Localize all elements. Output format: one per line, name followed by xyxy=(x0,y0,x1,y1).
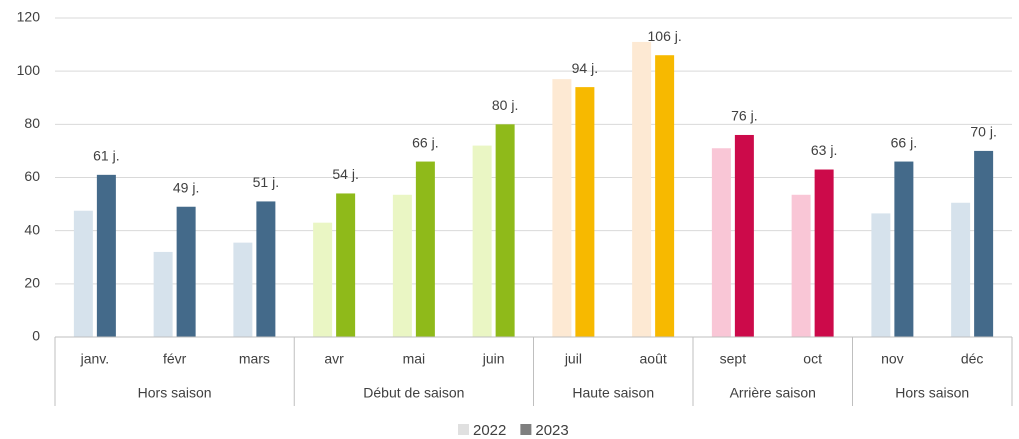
x-tick-label: mars xyxy=(239,351,270,367)
bar xyxy=(632,41,652,338)
bar xyxy=(256,201,276,337)
legend-swatch xyxy=(520,424,532,435)
y-tick-label: 40 xyxy=(24,221,40,237)
x-tick-label: juin xyxy=(482,351,505,367)
y-tick-label: 20 xyxy=(24,275,40,291)
legend-label: 2022 xyxy=(473,422,506,439)
bar xyxy=(73,210,93,337)
legend-swatch xyxy=(458,424,469,435)
x-tick-label: août xyxy=(640,351,667,367)
x-tick-label: juil xyxy=(564,351,582,367)
bar xyxy=(711,148,731,337)
data-label: 80 j. xyxy=(492,97,518,113)
group-label: Hors saison xyxy=(895,385,969,401)
bar xyxy=(791,194,811,337)
data-label: 61 j. xyxy=(93,148,119,164)
x-tick-label: oct xyxy=(803,351,822,367)
bar xyxy=(392,194,412,337)
x-tick-label: févr xyxy=(163,351,187,367)
y-tick-label: 80 xyxy=(24,115,40,131)
bar xyxy=(176,206,196,337)
data-label: 63 j. xyxy=(811,142,837,158)
bar xyxy=(96,174,116,337)
data-label: 66 j. xyxy=(412,134,438,150)
bar xyxy=(233,242,253,337)
y-tick-label: 60 xyxy=(24,168,40,184)
bar xyxy=(552,79,572,338)
data-label: 49 j. xyxy=(173,179,199,195)
group-label: Arrière saison xyxy=(730,385,816,401)
y-tick-label: 120 xyxy=(17,9,41,25)
x-tick-label: avr xyxy=(324,351,344,367)
y-tick-label: 0 xyxy=(32,328,40,344)
x-tick-label: déc xyxy=(961,351,984,367)
bar xyxy=(655,55,675,337)
bar xyxy=(894,161,914,337)
data-label: 94 j. xyxy=(572,60,598,76)
x-tick-label: mai xyxy=(403,351,426,367)
data-label: 66 j. xyxy=(891,134,917,150)
bar xyxy=(575,87,595,337)
legend-label: 2023 xyxy=(535,422,568,439)
bar xyxy=(871,213,891,337)
x-tick-label: janv. xyxy=(80,351,110,367)
y-tick-label: 100 xyxy=(17,62,41,78)
x-tick-label: nov xyxy=(881,351,904,367)
data-label: 70 j. xyxy=(970,124,996,140)
data-label: 76 j. xyxy=(731,108,757,124)
x-tick-label: sept xyxy=(720,351,747,367)
bar xyxy=(313,222,333,337)
bar xyxy=(153,251,173,337)
bar xyxy=(415,161,435,337)
data-label: 106 j. xyxy=(648,28,682,44)
group-label: Haute saison xyxy=(572,385,654,401)
bar xyxy=(472,145,492,337)
bar xyxy=(974,150,994,337)
bar xyxy=(951,202,971,337)
bar xyxy=(336,193,356,337)
group-label: Hors saison xyxy=(138,385,212,401)
bar xyxy=(734,134,754,337)
bar xyxy=(814,169,834,337)
bar xyxy=(495,124,515,337)
data-label: 51 j. xyxy=(253,174,279,190)
group-label: Début de saison xyxy=(363,385,464,401)
data-label: 54 j. xyxy=(332,166,358,182)
